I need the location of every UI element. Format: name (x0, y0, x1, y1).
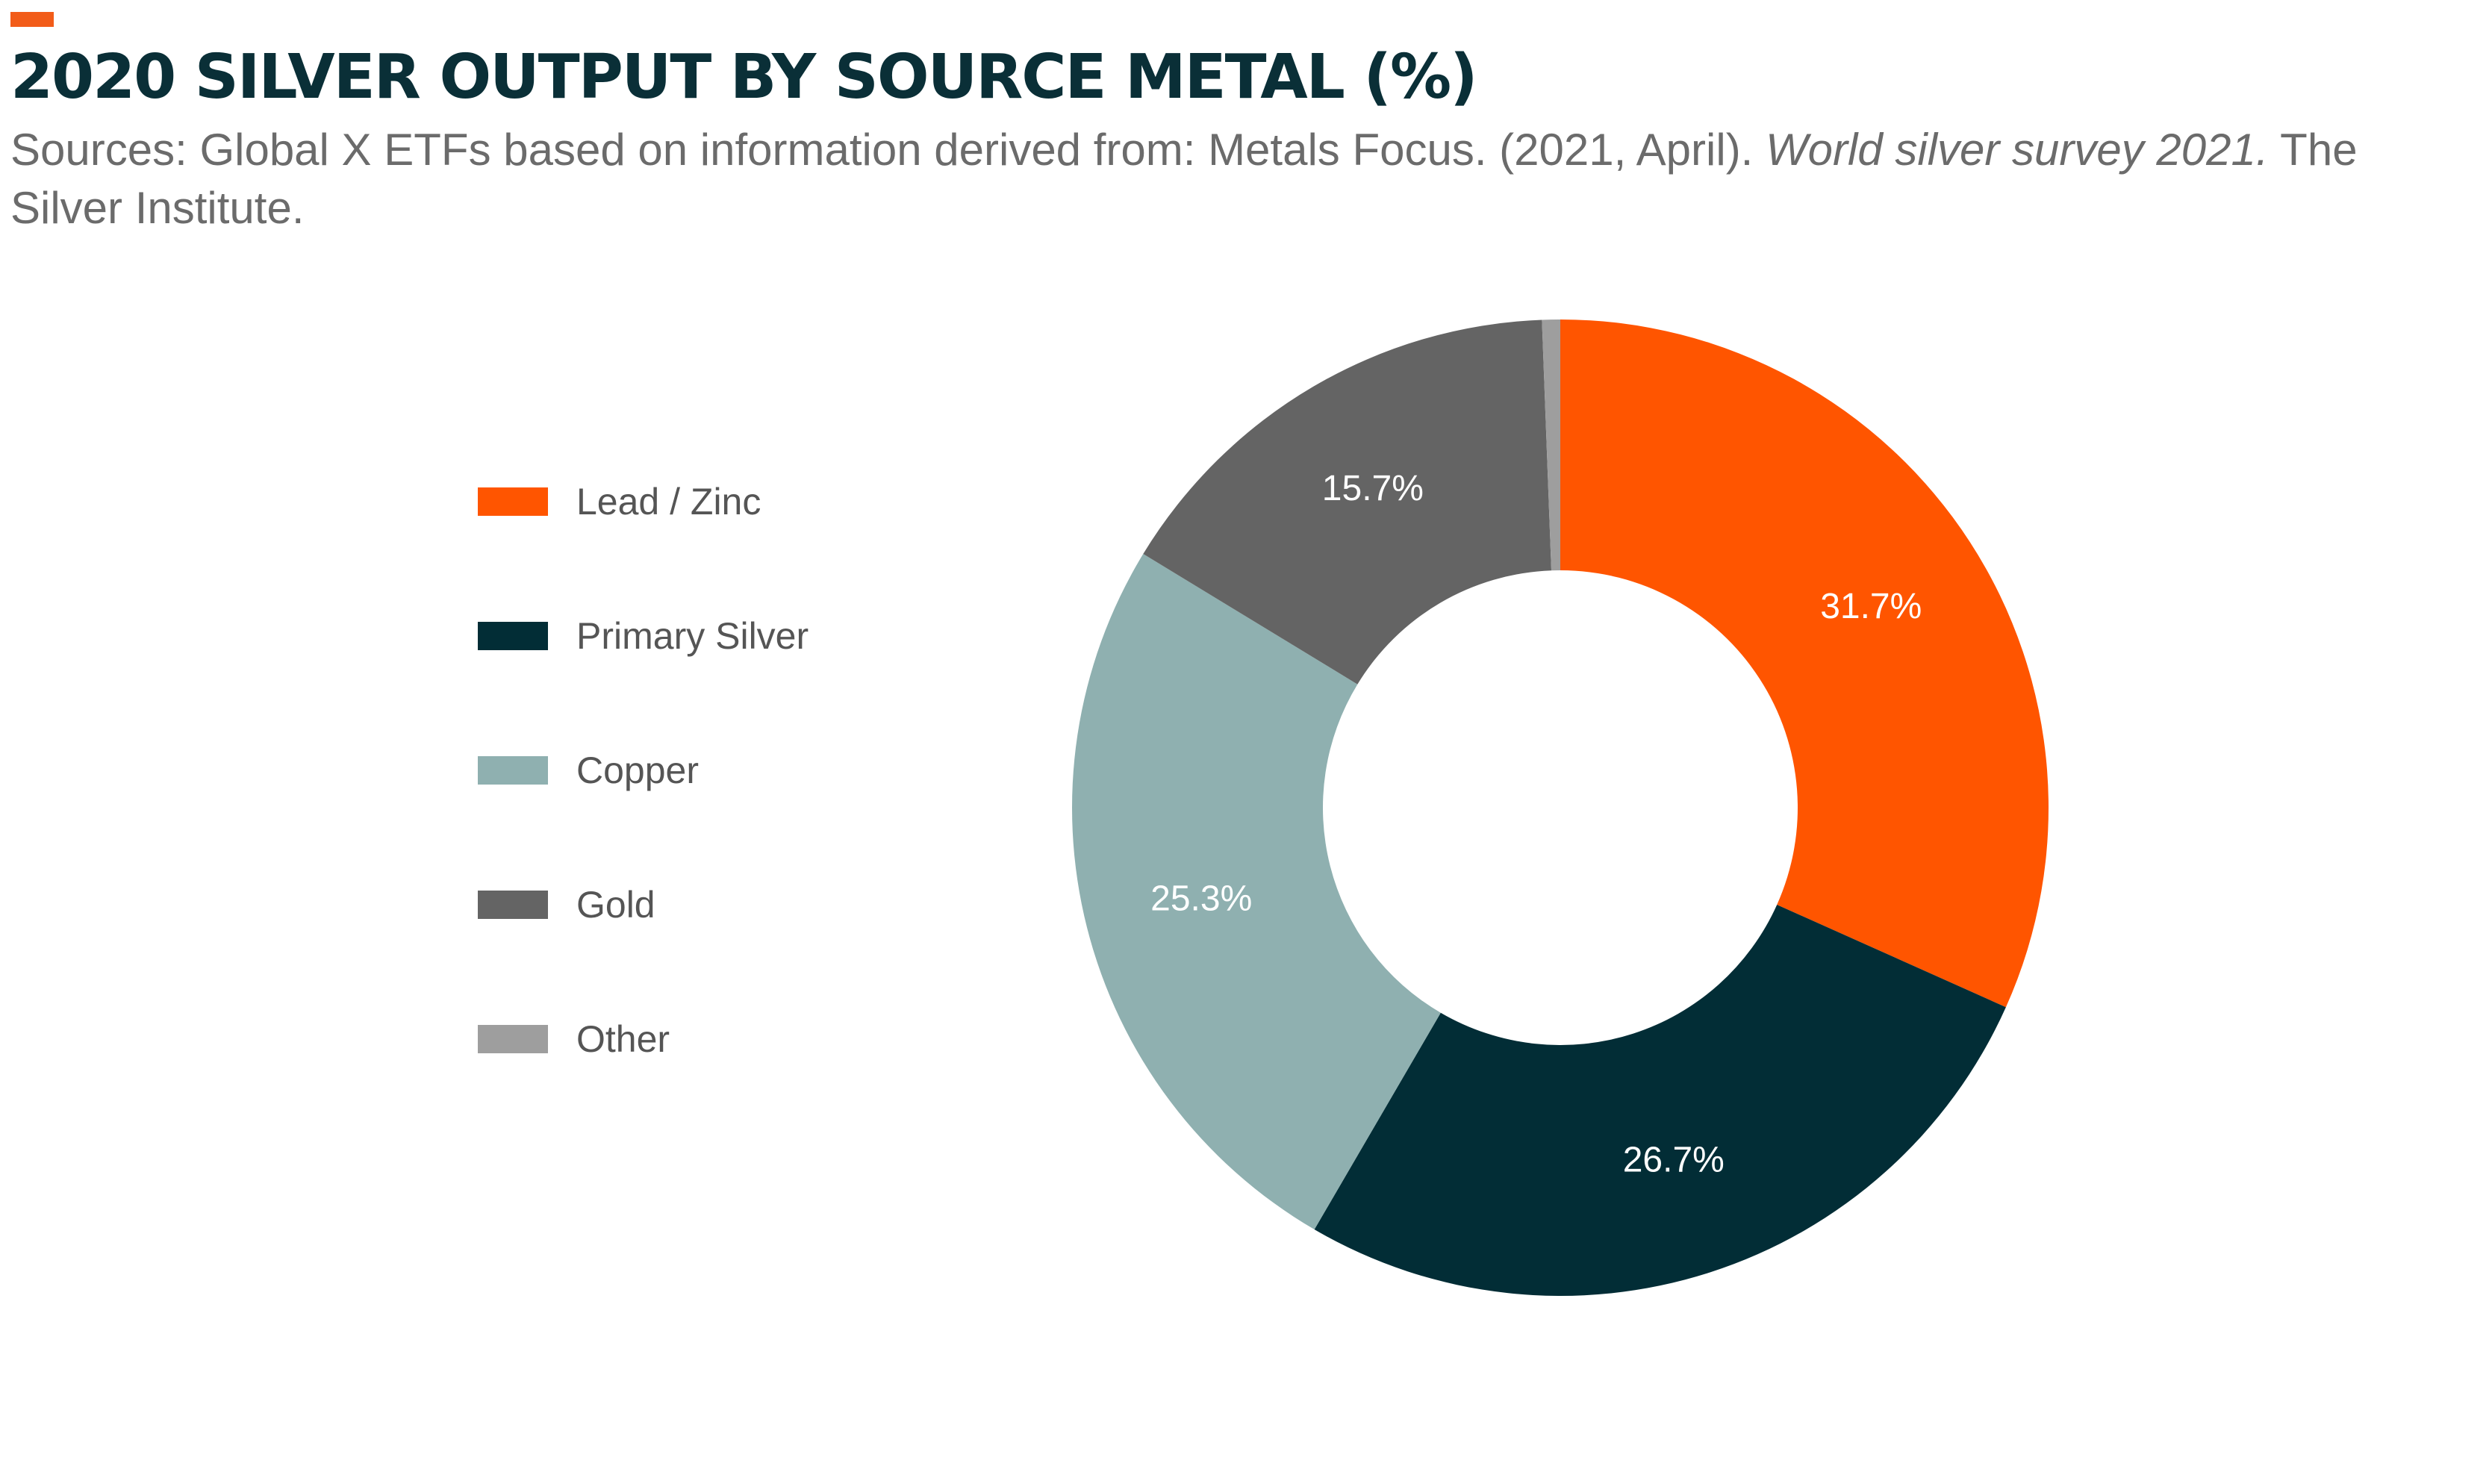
slice-copper (1072, 554, 1441, 1230)
legend-label-copper: Copper (576, 749, 699, 791)
slice-other (1542, 319, 1560, 571)
sources-suffix: The Silver Institute. (10, 125, 2358, 233)
slice-label-lead-zinc: 31.7% (1820, 587, 1922, 626)
sources-prefix: Sources: Global X ETFs based on informat… (10, 125, 1766, 175)
donut-slices (1072, 319, 2049, 1296)
slice-label-copper: 25.3% (1150, 879, 1252, 918)
legend-label-gold: Gold (576, 884, 655, 926)
legend-swatch-copper (478, 756, 548, 785)
legend-item-other: Other (478, 1012, 670, 1066)
legend-item-lead-zinc: Lead / Zinc (478, 475, 761, 529)
legend-swatch-other (478, 1025, 548, 1053)
slice-label-primary-silver: 26.7% (1623, 1141, 1725, 1180)
slice-label-gold: 15.7% (1322, 469, 1424, 508)
slice-lead-zinc (1560, 319, 2049, 1008)
legend-label-lead-zinc: Lead / Zinc (576, 481, 761, 523)
chart-legend: Lead / Zinc Primary Silver Copper Gold Other (478, 475, 1000, 1102)
slice-gold (1143, 319, 1552, 685)
donut-slice-labels: 31.7% 26.7% 25.3% 15.7% (1150, 469, 1922, 1180)
sources-work-title: World silver survey 2021. (1766, 125, 2269, 175)
legend-item-gold: Gold (478, 878, 655, 932)
legend-item-copper: Copper (478, 743, 699, 797)
legend-item-primary-silver: Primary Silver (478, 609, 809, 663)
chart-title: 2020 SILVER OUTPUT BY SOURCE METAL (%) (10, 42, 1478, 113)
accent-bar (10, 12, 54, 27)
legend-label-other: Other (576, 1018, 670, 1060)
legend-swatch-lead-zinc (478, 487, 548, 516)
legend-swatch-primary-silver (478, 622, 548, 650)
slice-primary-silver (1314, 904, 2006, 1296)
sources-note: Sources: Global X ETFs based on informat… (10, 121, 2429, 237)
legend-label-primary-silver: Primary Silver (576, 615, 809, 657)
legend-swatch-gold (478, 891, 548, 919)
